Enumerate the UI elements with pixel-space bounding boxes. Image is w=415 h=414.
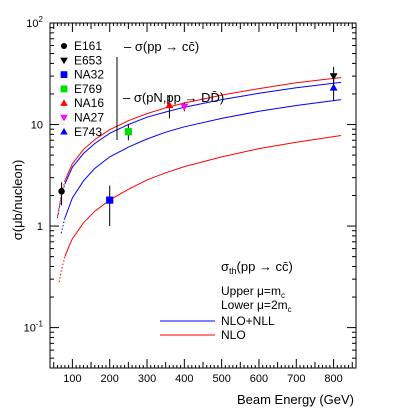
x-axis-label: Beam Energy (GeV)	[237, 392, 354, 407]
point-e161	[58, 188, 65, 195]
x-tick-label: 800	[324, 373, 342, 385]
x-tick-label: 300	[138, 373, 156, 385]
legend-label-na16: NA16	[74, 96, 104, 110]
point-na27	[180, 103, 189, 111]
point-na32	[106, 196, 114, 204]
upper-main: Upper μ=m	[221, 284, 281, 298]
legend-label-e653: E653	[74, 53, 102, 67]
y-tick-base: 1	[37, 221, 43, 233]
x-tick-label: 100	[63, 373, 81, 385]
sigma-th-label: σth(pp → cc̄)	[221, 259, 293, 276]
axis-ticks	[50, 22, 356, 369]
x-tick-label: 600	[250, 373, 268, 385]
annotation-ddbar: – σ(pN,pp → DD̄)	[123, 90, 224, 105]
lower-scale-label: Lower μ=2mc	[221, 298, 292, 314]
point-e769	[124, 128, 132, 136]
sigma-th-sub: th	[229, 266, 237, 276]
upper-sub: c	[281, 291, 285, 300]
curve-nlo-upper	[64, 77, 342, 181]
curve-nlo-lower	[64, 135, 342, 257]
lower-sub: c	[288, 305, 292, 314]
sigma-th-rest: (pp → cc̄)	[237, 259, 293, 274]
curve-nlo-nll-lower-extrapolation	[60, 217, 66, 234]
curve-nlo-nll-lower	[64, 99, 342, 219]
line-legend-label-0: NLO+NLL	[221, 314, 275, 328]
legend-label-e161: E161	[74, 39, 102, 53]
x-tick-label: 400	[175, 373, 193, 385]
legend-marker-e653	[60, 57, 68, 65]
curve-nlo-lower-extrapolation	[58, 256, 66, 283]
annotation-ccbar: – σ(pp → cc̄)	[124, 39, 199, 54]
legend-label-na27: NA27	[74, 111, 104, 125]
y-tick-base: 10	[31, 120, 43, 132]
x-tick-label: 200	[101, 373, 119, 385]
line-legend-label-1: NLO	[221, 328, 246, 342]
point-e743	[329, 83, 338, 91]
legend-marker-e769	[60, 85, 68, 93]
y-tick-label: 102	[26, 15, 43, 30]
legend-marker-na16	[60, 99, 68, 106]
legend-label-e769: E769	[74, 82, 102, 96]
legend-marker-na27	[60, 114, 68, 122]
legend-marker-e161	[60, 42, 68, 50]
legend-marker-na32	[60, 71, 68, 78]
y-tick-label: 10	[31, 120, 43, 132]
legend-label-na32: NA32	[74, 68, 104, 82]
x-tick-label: 700	[287, 373, 305, 385]
legend-marker-e743	[60, 127, 68, 135]
sigma-th-main: σ	[221, 259, 229, 274]
curve-nlo-nll-upper	[64, 81, 342, 185]
theory-curves	[57, 77, 342, 283]
x-tick-label: 500	[212, 373, 230, 385]
experiment-points	[58, 66, 338, 227]
y-tick-exponent: -1	[36, 320, 44, 329]
legend-label-e743: E743	[74, 125, 102, 139]
lower-main: Lower μ=2m	[221, 298, 288, 312]
upper-scale-label: Upper μ=mc	[221, 284, 285, 300]
y-tick-label: 1	[37, 221, 43, 233]
y-tick-label: 10-1	[24, 320, 44, 335]
y-tick-base: 10	[24, 323, 36, 335]
point-na16	[165, 101, 174, 109]
point-e653	[329, 73, 338, 81]
y-tick-exponent: 2	[39, 15, 44, 24]
x-tick-labels: 100 200 300 400 500 600 700 800	[63, 373, 343, 385]
y-tick-base: 10	[26, 18, 38, 30]
y-axis-label: σ(μb/nucleon)	[10, 160, 25, 241]
